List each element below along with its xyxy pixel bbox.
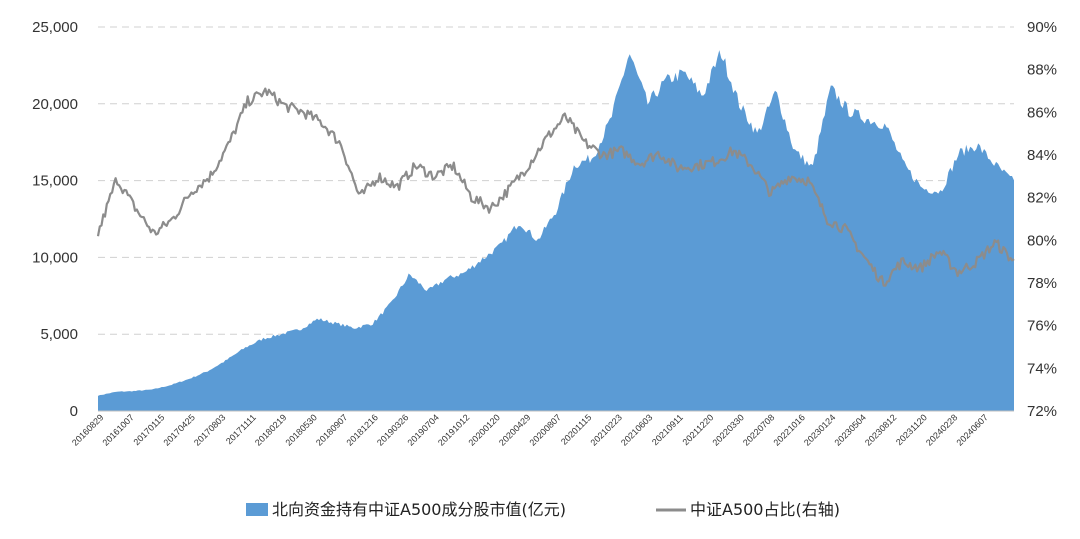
legend-label-area: 北向资金持有中证A500成分股市值(亿元) <box>272 500 566 519</box>
x-tick-label: 20180907 <box>314 412 349 447</box>
x-tick-label: 20230124 <box>802 412 837 447</box>
y-left-tick-label: 20,000 <box>32 96 78 113</box>
x-tick-label: 20221016 <box>772 412 807 447</box>
x-tick-label: 20191012 <box>436 412 471 447</box>
x-tick-label: 20181216 <box>345 412 380 447</box>
x-tick-label: 20240607 <box>955 412 990 447</box>
x-axis: 2016082920161007201701152017042520170803… <box>70 410 1014 448</box>
x-tick-label: 20240228 <box>924 412 959 447</box>
x-tick-label: 20231120 <box>894 412 929 447</box>
y-left-tick-label: 15,000 <box>32 173 78 190</box>
y-right-tick-label: 72% <box>1027 403 1057 420</box>
y-right-tick-label: 76% <box>1027 318 1057 335</box>
x-tick-label: 20210223 <box>589 412 624 447</box>
legend-label-line: 中证A500占比(右轴) <box>690 500 840 519</box>
y-left-tick-label: 0 <box>70 403 78 420</box>
x-tick-label: 20170803 <box>192 412 227 447</box>
area-series-layer <box>98 50 1014 411</box>
line-series-share-percent <box>96 87 1015 287</box>
y-right-tick-label: 80% <box>1027 232 1057 249</box>
y-right-tick-label: 74% <box>1027 360 1057 377</box>
y-left-tick-label: 5,000 <box>40 326 78 343</box>
legend-swatch-area <box>246 503 268 516</box>
x-tick-label: 20200429 <box>497 412 532 447</box>
y-axis-left: 0 5,000 10,000 15,000 20,000 25,000 <box>32 19 78 420</box>
x-tick-label: 20230812 <box>863 412 898 447</box>
x-tick-label: 20210603 <box>619 412 654 447</box>
y-left-tick-label: 10,000 <box>32 249 78 266</box>
y-left-tick-label: 25,000 <box>32 19 78 36</box>
x-tick-label: 20190326 <box>375 412 410 447</box>
x-tick-label: 20220330 <box>711 412 746 447</box>
legend: 北向资金持有中证A500成分股市值(亿元) 中证A500占比(右轴) <box>246 500 840 519</box>
y-right-tick-label: 88% <box>1027 62 1057 79</box>
x-tick-label: 20180530 <box>284 412 319 447</box>
x-tick-label: 20210911 <box>650 412 685 447</box>
y-right-tick-label: 78% <box>1027 275 1057 292</box>
area-series-ownership-value <box>98 50 1014 411</box>
y-right-tick-label: 84% <box>1027 147 1057 164</box>
y-right-tick-label: 86% <box>1027 104 1057 121</box>
x-tick-label: 20170425 <box>162 412 197 447</box>
x-tick-label: 20180219 <box>253 412 288 447</box>
x-tick-label: 20200807 <box>528 412 563 447</box>
x-tick-label: 20211220 <box>681 412 716 447</box>
x-tick-label: 20170115 <box>132 412 167 447</box>
x-tick-label: 20200120 <box>467 412 502 447</box>
x-tick-label: 20190704 <box>406 412 441 447</box>
y-right-tick-label: 82% <box>1027 190 1057 207</box>
x-tick-label: 20161007 <box>101 412 136 447</box>
y-right-tick-label: 90% <box>1027 19 1057 36</box>
x-tick-label: 20220708 <box>741 412 776 447</box>
y-axis-right: 72% 74% 76% 78% 80% 82% 84% 86% 88% 90% <box>1027 19 1057 420</box>
line-series-layer <box>96 87 1015 287</box>
x-tick-label: 20230504 <box>833 412 868 447</box>
